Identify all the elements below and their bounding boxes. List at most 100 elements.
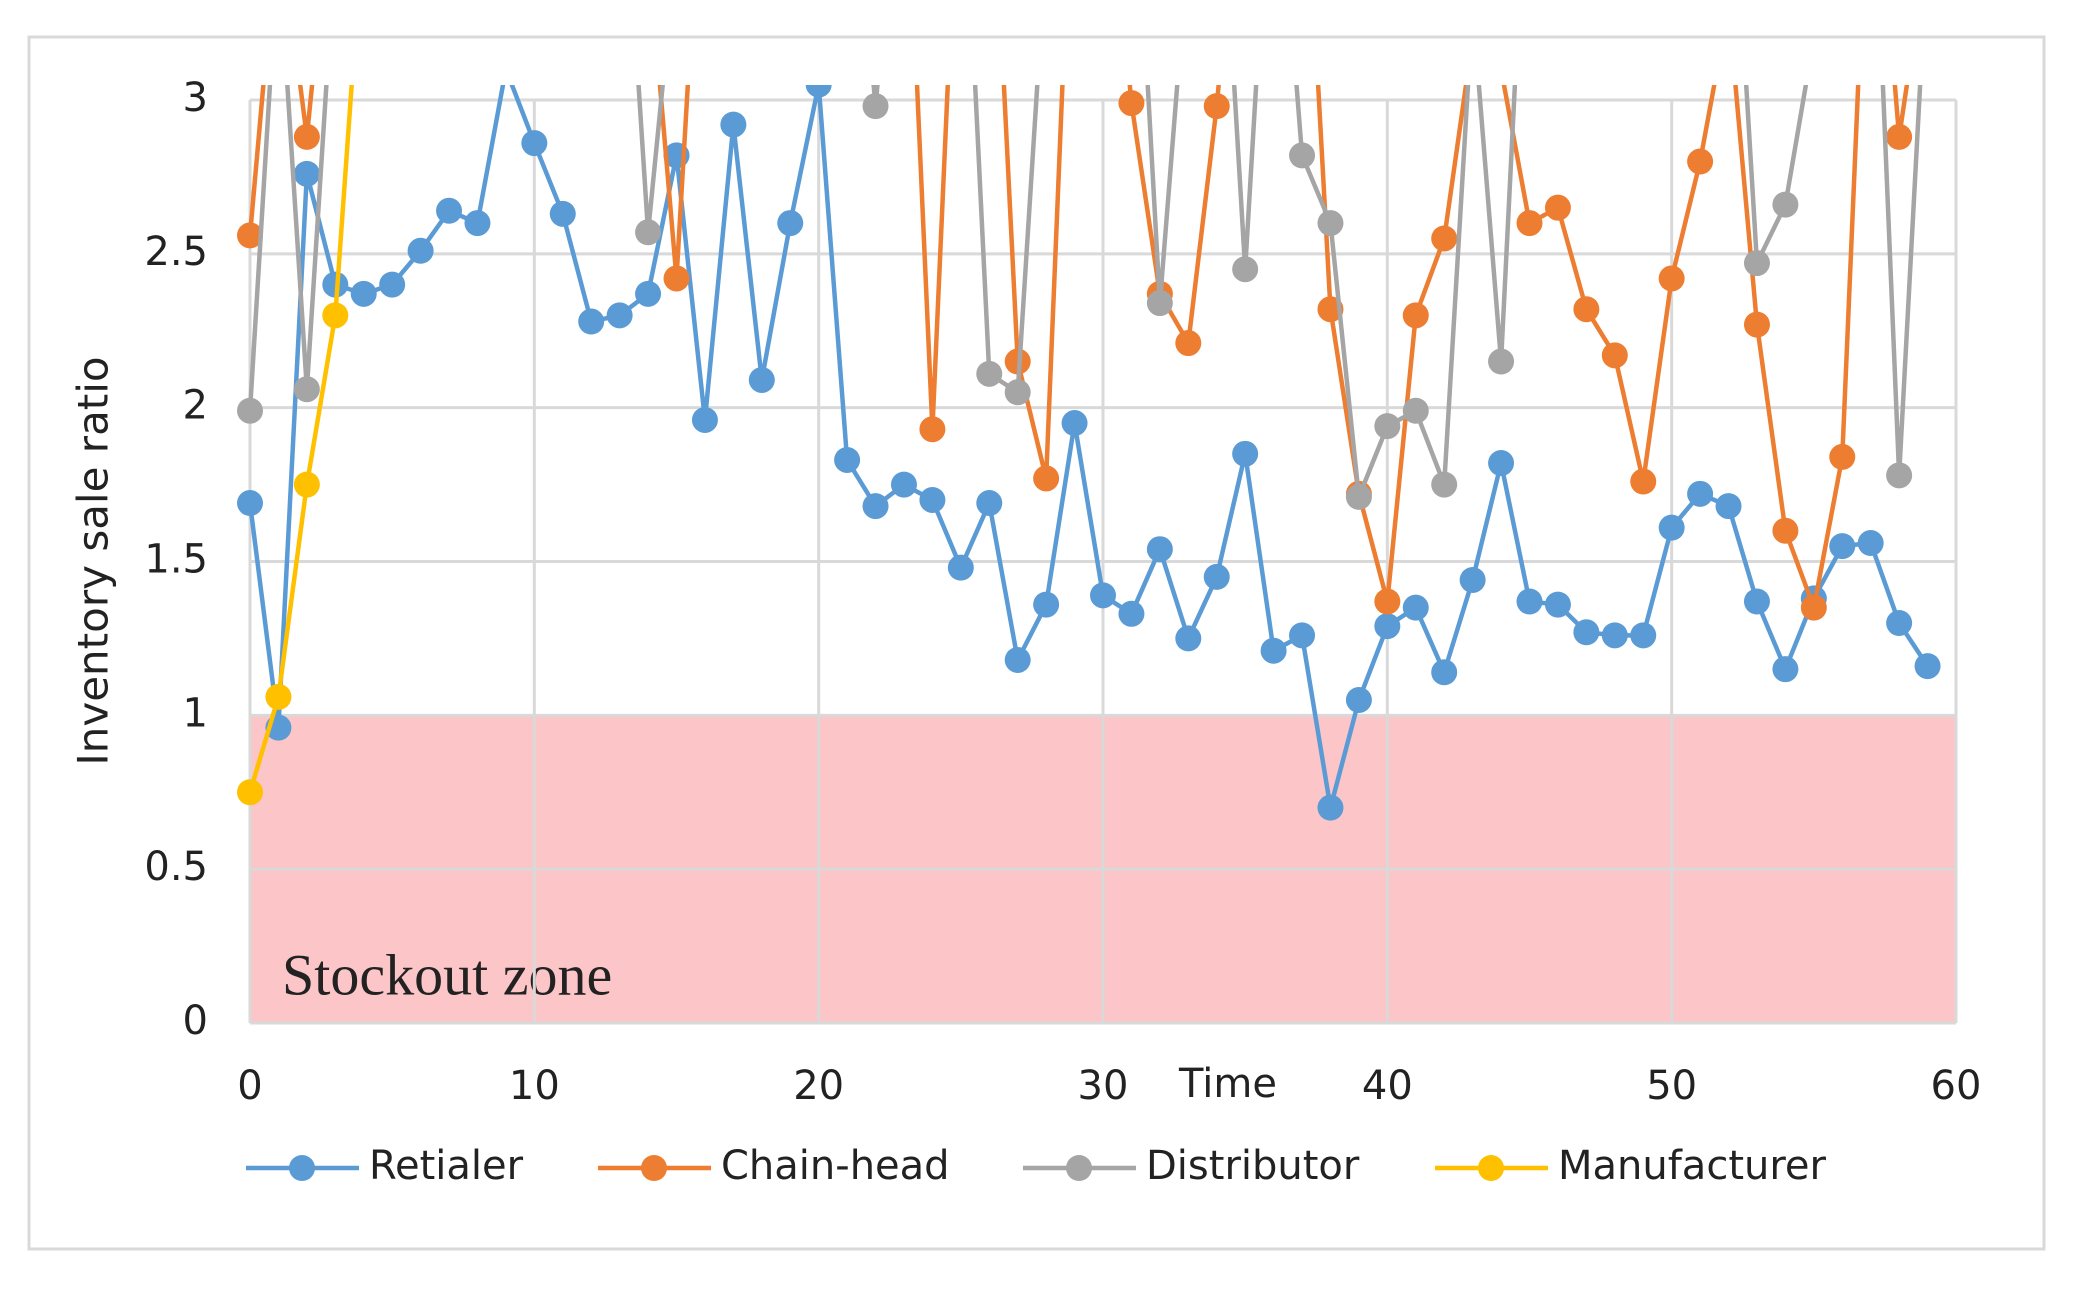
data-point: [1772, 517, 1799, 544]
data-point: [1033, 465, 1060, 492]
data-point: [1004, 379, 1031, 406]
data-point: [1601, 342, 1628, 369]
y-tick-label: 3: [183, 75, 208, 121]
data-point: [1374, 613, 1401, 640]
data-point: [976, 490, 1003, 517]
data-point: [1431, 659, 1458, 686]
legend-swatch-marker: [1066, 1155, 1092, 1181]
data-point: [1772, 656, 1799, 683]
data-point: [663, 265, 690, 292]
data-point: [1488, 348, 1515, 375]
data-point: [1914, 653, 1941, 680]
data-point: [350, 280, 377, 307]
y-axis-label: Inventory sale ratio: [69, 356, 118, 765]
data-point: [293, 471, 320, 498]
data-point: [1289, 622, 1316, 649]
data-point: [1516, 210, 1543, 237]
data-point: [1289, 142, 1316, 169]
data-point: [1601, 622, 1628, 649]
data-point: [1715, 493, 1742, 520]
data-point: [1459, 566, 1486, 593]
data-point: [1743, 311, 1770, 338]
series-line: [247, 85, 1910, 610]
data-point: [1886, 462, 1913, 489]
data-point: [265, 683, 292, 710]
x-tick-label: 10: [509, 1063, 560, 1109]
series-line: [247, 85, 1930, 810]
data-point: [1544, 591, 1571, 618]
legend-label: Manufacturer: [1558, 1143, 1827, 1189]
data-point: [1118, 90, 1145, 117]
data-point: [1431, 471, 1458, 498]
y-tick-label: 0.5: [144, 844, 208, 890]
legend-swatch-marker: [289, 1155, 315, 1181]
data-point: [1232, 256, 1259, 283]
data-point: [1687, 148, 1714, 175]
data-point: [890, 471, 917, 498]
data-point: [1743, 588, 1770, 615]
data-point: [1374, 413, 1401, 440]
data-point: [1716, 0, 1742, 21]
data-point: [1829, 533, 1856, 560]
data-point: [1374, 588, 1401, 615]
data-point: [1516, 588, 1543, 615]
data-point: [720, 111, 747, 138]
data-point: [1203, 93, 1230, 120]
legend-label: Chain-head: [721, 1143, 950, 1189]
data-point: [777, 210, 804, 237]
data-point: [237, 490, 263, 517]
data-point: [1175, 330, 1202, 357]
data-point: [1146, 536, 1173, 563]
data-point: [1630, 622, 1657, 649]
data-point: [1004, 646, 1031, 673]
data-point: [919, 486, 946, 513]
series-layer: [237, 0, 1941, 821]
x-tick-label: 0: [237, 1063, 262, 1109]
data-point: [237, 222, 263, 249]
y-tick-label: 2: [183, 383, 208, 429]
data-point: [237, 779, 263, 806]
data-point: [862, 493, 889, 520]
x-tick-label: 60: [1931, 1063, 1982, 1109]
x-tick-label: 20: [793, 1063, 844, 1109]
data-point: [1317, 794, 1344, 821]
data-point: [1658, 514, 1685, 541]
data-point: [1630, 468, 1657, 495]
data-point: [1857, 530, 1884, 557]
data-point: [1402, 397, 1429, 424]
data-point: [1402, 594, 1429, 621]
data-point: [1317, 210, 1344, 237]
data-point: [1345, 483, 1372, 510]
data-point: [1061, 410, 1088, 437]
data-point: [976, 360, 1003, 387]
data-point: [1488, 450, 1515, 477]
data-point: [1829, 443, 1856, 470]
data-point: [635, 280, 662, 307]
data-point: [1232, 440, 1259, 467]
data-point: [1544, 194, 1571, 221]
data-point: [578, 308, 605, 335]
x-axis-label: Time: [1178, 1061, 1277, 1107]
data-point: [293, 376, 320, 403]
data-point: [635, 219, 662, 246]
data-point: [436, 197, 463, 224]
data-point: [1573, 296, 1600, 323]
y-tick-label: 0: [183, 998, 208, 1044]
data-point: [1886, 123, 1913, 150]
grid-layer: [248, 98, 1958, 1025]
data-point: [1431, 225, 1458, 252]
data-point: [1658, 265, 1685, 292]
data-point: [834, 446, 861, 473]
legend-label: Distributor: [1146, 1143, 1360, 1189]
data-point: [947, 554, 974, 581]
data-point: [1345, 686, 1372, 713]
data-point: [293, 160, 320, 187]
legend-label: Retialer: [369, 1143, 524, 1189]
y-tick-label: 1: [183, 690, 208, 736]
legend-swatch-marker: [641, 1155, 667, 1181]
data-point: [1175, 625, 1202, 652]
data-point: [1687, 480, 1714, 507]
data-point: [1118, 600, 1145, 627]
data-point: [237, 397, 263, 424]
data-point: [1033, 591, 1060, 618]
